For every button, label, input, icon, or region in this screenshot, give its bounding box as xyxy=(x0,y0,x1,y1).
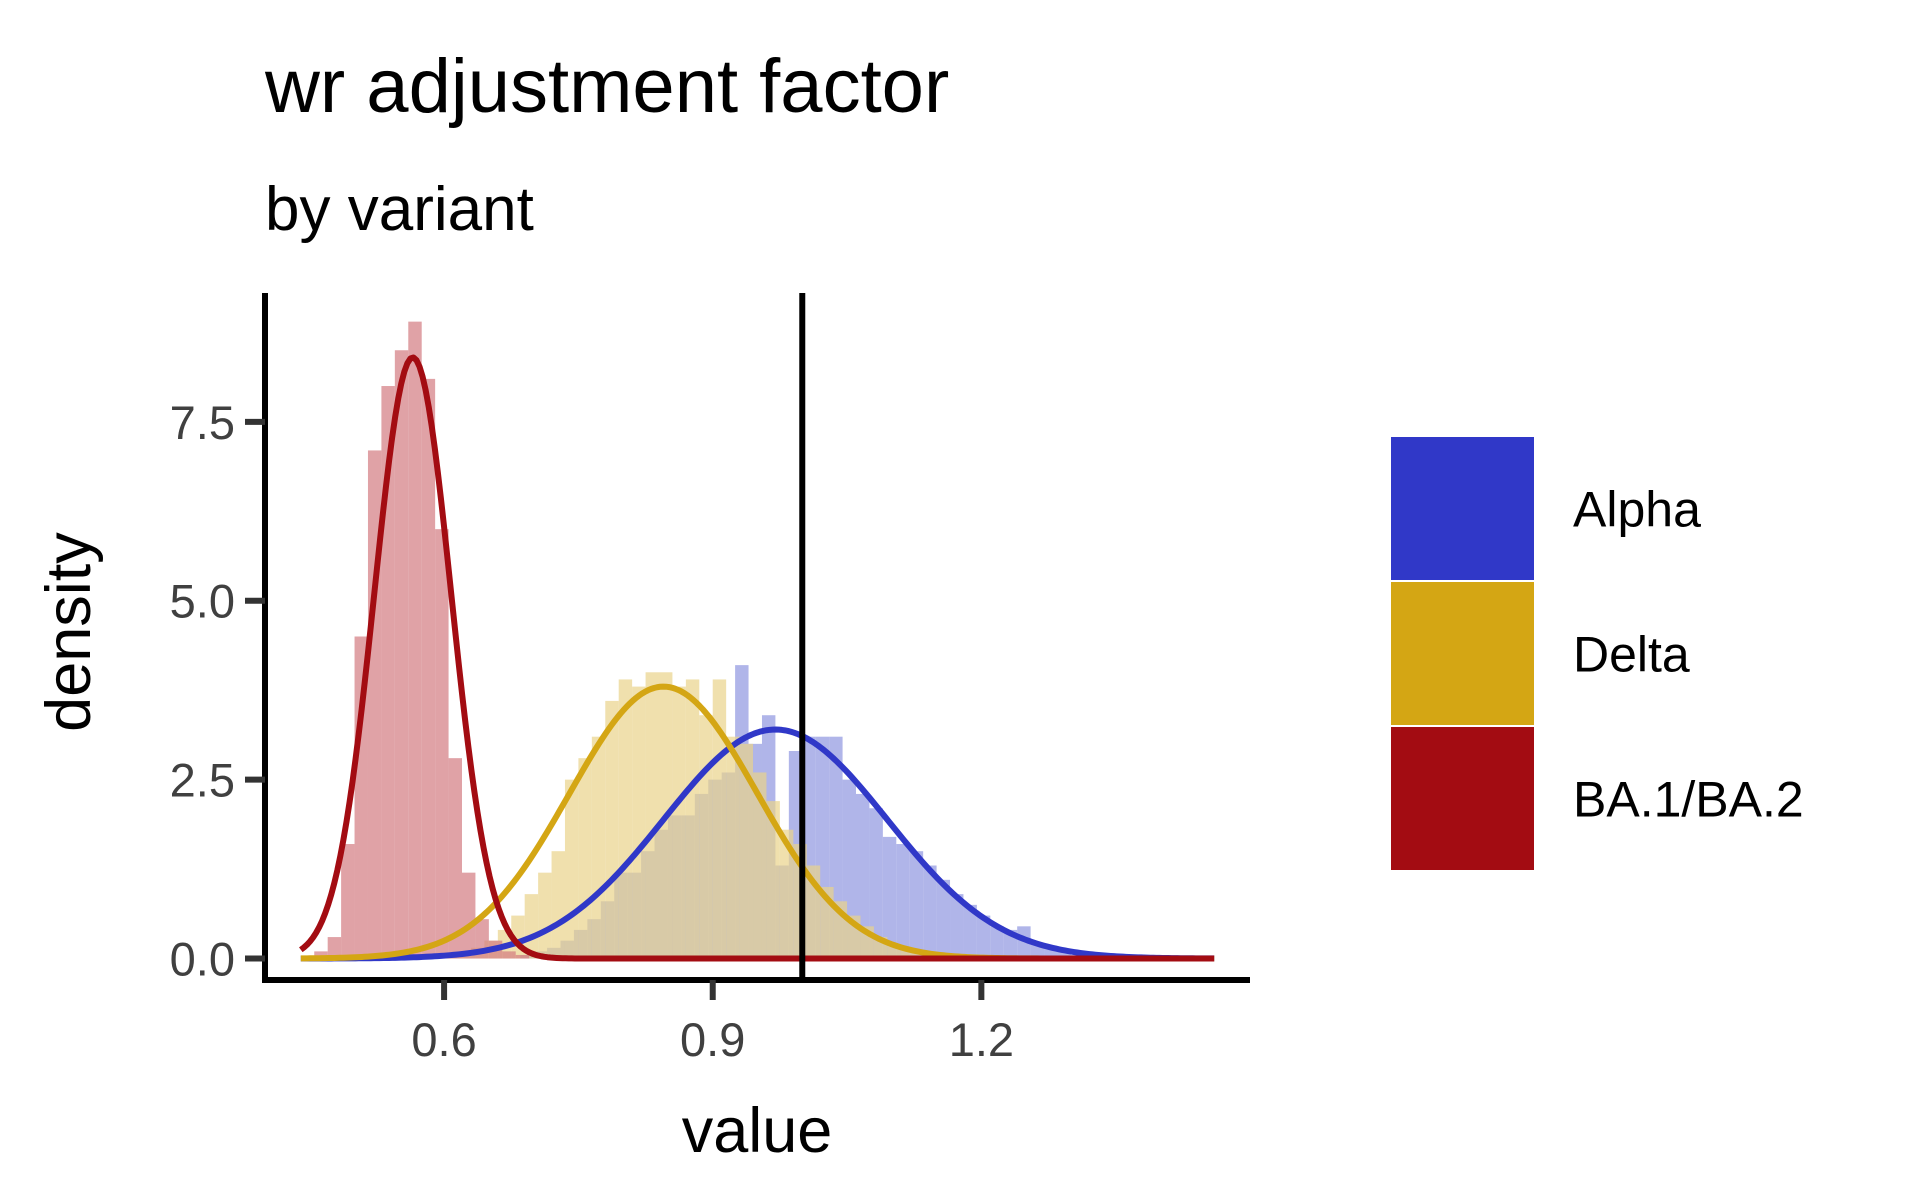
histogram-bar xyxy=(963,904,977,959)
chart-subtitle: by variant xyxy=(265,175,534,244)
histogram-bar xyxy=(341,844,355,959)
histogram-delta xyxy=(444,672,955,959)
legend-label: Delta xyxy=(1573,627,1690,683)
histogram-bar xyxy=(515,954,530,959)
histogram-bar xyxy=(896,844,910,959)
histogram-bar xyxy=(685,679,700,959)
x-axis-ticks: 0.6 0.9 1.2 xyxy=(411,980,1014,1066)
histogram-bar xyxy=(712,679,727,959)
histogram-bar xyxy=(882,836,897,959)
y-tick-label: 7.5 xyxy=(170,396,235,449)
histogram-bar xyxy=(618,679,633,959)
histogram-bar xyxy=(462,872,476,959)
histogram-bar xyxy=(605,700,619,959)
histogram-bar xyxy=(591,736,606,959)
legend-label: BA.1/BA.2 xyxy=(1573,772,1804,828)
histogram-bar xyxy=(950,894,964,959)
x-tick-label: 0.9 xyxy=(680,1013,745,1066)
histogram-bar xyxy=(408,321,422,959)
x-tick-label: 0.6 xyxy=(411,1013,476,1066)
histogram-bar xyxy=(645,672,659,959)
x-axis-title: value xyxy=(682,1096,833,1166)
legend-key-delta xyxy=(1389,580,1536,727)
histogram-bar xyxy=(1044,947,1058,959)
x-tick-label: 1.2 xyxy=(949,1013,1014,1066)
histogram-bar xyxy=(936,879,951,959)
density-layer xyxy=(299,354,1215,962)
histogram-bar xyxy=(1017,926,1031,959)
histogram-bar xyxy=(976,915,991,959)
histogram-bar xyxy=(421,378,436,959)
histogram-bar xyxy=(314,951,328,959)
histogram-bar xyxy=(900,947,915,959)
histogram-bar xyxy=(578,758,592,959)
histogram-bar xyxy=(923,865,937,959)
chart-title: wr adjustment factor xyxy=(264,44,949,129)
histogram-bar xyxy=(990,926,1004,959)
axes: 0.0 2.5 5.0 7.5 0.6 0.9 1.2 xyxy=(170,293,1250,1066)
legend-label: Alpha xyxy=(1573,482,1701,538)
histogram-bar xyxy=(779,829,794,959)
histogram-bar xyxy=(869,808,883,959)
density-curve-ba-1-ba-2 xyxy=(299,354,1215,962)
legend: Alpha Delta BA.1/BA.2 xyxy=(1389,435,1804,872)
histogram-bar xyxy=(448,758,462,959)
histogram-bar xyxy=(632,686,646,959)
histogram-bar xyxy=(753,772,767,959)
density-curve-alpha xyxy=(300,726,1215,962)
histogram-bar xyxy=(699,715,713,959)
y-tick-label: 5.0 xyxy=(170,575,235,628)
y-axis-ticks: 0.0 2.5 5.0 7.5 xyxy=(170,396,265,986)
legend-key-ba-1-ba-2 xyxy=(1389,725,1536,872)
histogram-bar xyxy=(502,951,516,959)
legend-key-alpha xyxy=(1389,435,1536,582)
histogram-bar xyxy=(381,386,395,959)
histogram-layer xyxy=(314,321,1112,959)
histogram-bar xyxy=(524,894,539,959)
histogram-bar xyxy=(739,743,754,959)
histogram-ba-1-ba-2 xyxy=(314,321,530,959)
plot-panel xyxy=(299,293,1215,980)
y-tick-label: 0.0 xyxy=(170,933,235,986)
histogram-bar xyxy=(726,736,740,959)
histogram-bar xyxy=(766,801,780,959)
histogram-bar xyxy=(435,529,449,959)
y-tick-label: 2.5 xyxy=(170,754,235,807)
histogram-bar xyxy=(394,350,409,959)
histogram-bar xyxy=(672,686,686,959)
histogram-bar xyxy=(327,937,342,959)
y-axis-title: density xyxy=(34,532,104,732)
histogram-bar xyxy=(538,872,552,959)
histogram-bar xyxy=(1057,951,1071,959)
histogram-bar xyxy=(551,851,565,959)
histogram-bar xyxy=(909,851,924,959)
histogram-bar xyxy=(564,779,579,959)
